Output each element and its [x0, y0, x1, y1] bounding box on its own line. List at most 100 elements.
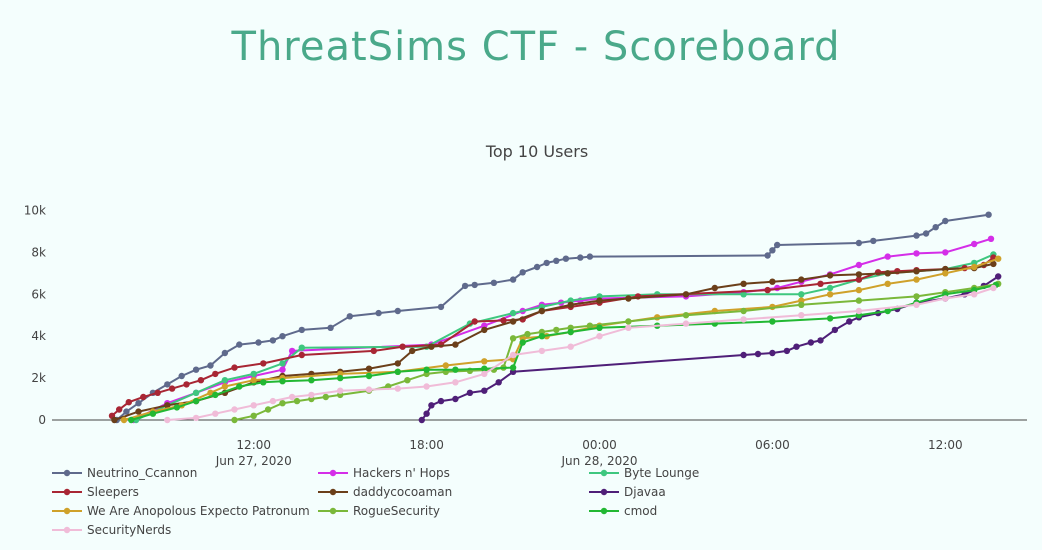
data-point[interactable] — [423, 410, 430, 417]
data-point[interactable] — [769, 247, 776, 254]
data-point[interactable] — [586, 322, 594, 329]
data-point[interactable] — [423, 366, 430, 373]
data-point[interactable] — [922, 230, 930, 237]
data-point[interactable] — [442, 362, 449, 369]
data-point[interactable] — [418, 416, 425, 424]
data-point[interactable] — [207, 389, 214, 396]
data-point[interactable] — [394, 385, 401, 392]
data-point[interactable] — [764, 252, 771, 259]
data-point[interactable] — [769, 349, 776, 357]
legend-item[interactable]: RogueSecurity — [318, 504, 440, 518]
data-point[interactable] — [471, 281, 478, 289]
data-point[interactable] — [255, 339, 262, 346]
data-point[interactable] — [596, 324, 603, 331]
data-point[interactable] — [293, 397, 301, 405]
data-point[interactable] — [711, 284, 718, 292]
data-point[interactable] — [855, 261, 863, 269]
data-point[interactable] — [740, 316, 747, 323]
data-point[interactable] — [913, 250, 920, 257]
data-point[interactable] — [769, 278, 776, 285]
data-point[interactable] — [533, 263, 541, 271]
data-point[interactable] — [279, 378, 286, 385]
data-point[interactable] — [236, 383, 243, 390]
data-point[interactable] — [111, 416, 118, 424]
data-point[interactable] — [625, 295, 632, 302]
data-point[interactable] — [192, 414, 200, 422]
data-point[interactable] — [855, 271, 863, 278]
data-point[interactable] — [452, 395, 459, 403]
data-point[interactable] — [123, 408, 130, 415]
legend-item[interactable]: Djavaa — [589, 485, 666, 499]
data-point[interactable] — [298, 326, 305, 334]
data-point[interactable] — [298, 351, 305, 359]
data-point[interactable] — [971, 291, 978, 298]
data-point[interactable] — [394, 307, 401, 315]
data-point[interactable] — [586, 253, 594, 260]
data-point[interactable] — [987, 235, 995, 242]
data-point[interactable] — [404, 377, 411, 384]
data-point[interactable] — [231, 416, 238, 424]
data-point[interactable] — [740, 291, 747, 298]
data-point[interactable] — [855, 276, 863, 283]
data-point[interactable] — [798, 301, 805, 308]
data-point[interactable] — [365, 365, 373, 372]
data-point[interactable] — [394, 360, 401, 367]
data-point[interactable] — [682, 291, 690, 298]
data-point[interactable] — [452, 379, 459, 386]
data-point[interactable] — [212, 410, 219, 417]
data-point[interactable] — [817, 280, 824, 287]
data-point[interactable] — [553, 326, 560, 334]
data-point[interactable] — [490, 279, 498, 286]
data-point[interactable] — [481, 358, 488, 365]
data-point[interactable] — [212, 391, 219, 399]
data-point[interactable] — [884, 280, 891, 287]
data-point[interactable] — [798, 312, 805, 319]
data-point[interactable] — [298, 344, 305, 351]
data-point[interactable] — [279, 333, 286, 340]
data-point[interactable] — [884, 307, 891, 315]
data-point[interactable] — [682, 312, 690, 319]
data-point[interactable] — [135, 400, 142, 407]
data-point[interactable] — [509, 364, 517, 371]
data-point[interactable] — [932, 224, 939, 231]
data-point[interactable] — [798, 291, 805, 298]
data-point[interactable] — [543, 259, 550, 267]
data-point[interactable] — [308, 391, 315, 399]
series-line[interactable] — [130, 283, 997, 421]
data-point[interactable] — [826, 315, 834, 322]
data-point[interactable] — [625, 324, 632, 331]
data-point[interactable] — [168, 385, 176, 392]
data-point[interactable] — [269, 337, 277, 344]
data-point[interactable] — [154, 389, 161, 396]
legend-item[interactable]: Sleepers — [52, 485, 139, 499]
data-point[interactable] — [346, 313, 353, 320]
data-point[interactable] — [370, 347, 377, 355]
data-point[interactable] — [327, 324, 334, 331]
data-point[interactable] — [764, 286, 771, 294]
data-point[interactable] — [538, 347, 546, 355]
data-point[interactable] — [740, 351, 747, 359]
data-point[interactable] — [308, 377, 315, 384]
data-point[interactable] — [913, 232, 920, 239]
data-point[interactable] — [942, 270, 949, 277]
data-point[interactable] — [913, 301, 920, 308]
data-point[interactable] — [913, 293, 920, 300]
data-point[interactable] — [509, 335, 517, 342]
data-point[interactable] — [197, 377, 205, 384]
data-point[interactable] — [509, 309, 517, 317]
data-point[interactable] — [394, 368, 401, 375]
legend-item[interactable]: We Are Anopolous Expecto Patronum — [52, 504, 310, 518]
data-point[interactable] — [524, 330, 531, 338]
data-point[interactable] — [826, 284, 834, 292]
data-point[interactable] — [855, 297, 863, 304]
data-point[interactable] — [279, 360, 286, 367]
data-point[interactable] — [481, 370, 488, 378]
data-point[interactable] — [596, 297, 603, 304]
data-point[interactable] — [625, 318, 632, 325]
data-point[interactable] — [509, 276, 517, 283]
data-point[interactable] — [567, 328, 574, 336]
data-point[interactable] — [754, 350, 762, 358]
data-point[interactable] — [125, 399, 132, 406]
data-point[interactable] — [164, 402, 171, 409]
data-point[interactable] — [471, 318, 478, 325]
